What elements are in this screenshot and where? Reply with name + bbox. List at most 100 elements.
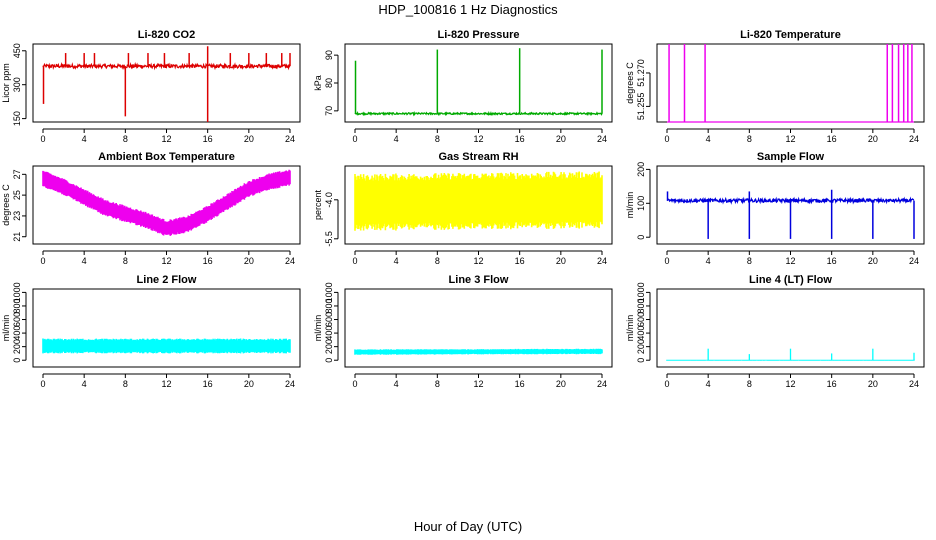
x-tick-label: 8: [123, 256, 128, 266]
x-tick-label: 4: [706, 256, 711, 266]
y-tick-label: 51.270: [636, 59, 646, 87]
x-tick-label: 4: [82, 379, 87, 389]
y-tick-label: 0: [636, 235, 646, 240]
series: [354, 348, 603, 355]
y-tick-label: 0: [636, 358, 646, 363]
x-tick-label: 24: [285, 134, 295, 144]
x-tick-label: 0: [664, 256, 669, 266]
x-tick-label: 12: [473, 134, 483, 144]
y-tick-label: 800: [636, 298, 646, 313]
x-tick-label: 8: [747, 256, 752, 266]
y-tick-label: 400: [324, 326, 334, 341]
x-tick-label: 0: [352, 134, 357, 144]
y-axis-label: ml/min: [313, 315, 323, 342]
x-tick-label: 12: [473, 256, 483, 266]
x-tick-label: 8: [123, 379, 128, 389]
panel-title: Gas Stream RH: [438, 151, 518, 163]
chart-panel: Line 4 (LT) Flow 0 4 8 12 16 20 24 0 200400600800…: [625, 274, 925, 389]
y-tick-label: 200: [324, 339, 334, 354]
x-tick-label: 12: [785, 134, 795, 144]
series-band: [42, 169, 291, 236]
x-tick-label: 8: [123, 134, 128, 144]
x-tick-label: 4: [394, 134, 399, 144]
x-tick-label: 12: [161, 134, 171, 144]
x-tick-label: 12: [785, 256, 795, 266]
series: [666, 189, 915, 239]
y-axis-label: ml/min: [625, 192, 635, 219]
y-tick-label: -4.0: [324, 192, 334, 208]
y-tick-label: 800: [324, 298, 334, 313]
x-tick-label: 16: [515, 256, 525, 266]
plot-frame: [656, 165, 925, 245]
y-tick-label: 90: [324, 50, 334, 60]
y-tick-label: 21: [12, 232, 22, 242]
x-tick-label: 4: [82, 134, 87, 144]
series-line: [42, 61, 291, 71]
series: [667, 44, 914, 123]
x-tick-label: 24: [285, 379, 295, 389]
x-tick-label: 4: [706, 134, 711, 144]
y-tick-label: 23: [12, 211, 22, 221]
y-tick-label: 1000: [324, 282, 334, 302]
x-tick-label: 24: [597, 256, 607, 266]
x-tick-label: 8: [747, 379, 752, 389]
x-tick-label: 16: [827, 134, 837, 144]
x-tick-label: 24: [597, 379, 607, 389]
y-axis-label: kPa: [313, 75, 323, 91]
x-tick-label: 4: [394, 256, 399, 266]
y-tick-label: 450: [12, 43, 22, 58]
x-tick-label: 8: [747, 134, 752, 144]
x-tick-label: 4: [82, 256, 87, 266]
y-tick-label: 300: [12, 77, 22, 92]
y-axis-label: percent: [313, 189, 323, 220]
panel-title: Li-820 Temperature: [740, 29, 841, 41]
panel-title: Line 2 Flow: [137, 274, 197, 286]
plot-frame: [32, 43, 301, 123]
y-tick-label: 400: [636, 326, 646, 341]
x-tick-label: 0: [40, 134, 45, 144]
x-tick-label: 20: [868, 379, 878, 389]
x-tick-label: 0: [352, 256, 357, 266]
y-tick-label: 200: [636, 162, 646, 177]
chart-panel: Ambient Box Temperature 0 4 8 12 16 20 24 21 23 25…: [1, 151, 301, 266]
x-tick-label: 12: [785, 379, 795, 389]
x-tick-label: 20: [556, 256, 566, 266]
chart-panel: Li-820 Pressure 0 4 8 12 16 20 24 70 80 90 kPa: [313, 29, 613, 144]
panel-title: Line 3 Flow: [449, 274, 509, 286]
x-tick-label: 24: [909, 379, 919, 389]
y-tick-label: 100: [636, 196, 646, 211]
x-tick-label: 16: [827, 379, 837, 389]
x-tick-label: 12: [161, 256, 171, 266]
x-tick-label: 0: [664, 134, 669, 144]
y-axis-label: Licor ppm: [1, 63, 11, 103]
x-tick-label: 0: [40, 379, 45, 389]
series: [666, 348, 915, 361]
y-tick-label: 600: [12, 312, 22, 327]
x-tick-label: 0: [664, 379, 669, 389]
plot-frame: [344, 288, 613, 368]
y-axis-label: ml/min: [1, 315, 11, 342]
chart-panel: Sample Flow 0 4 8 12 16 20 24 0 100 200 ml/min: [625, 151, 925, 266]
series-band: [354, 171, 603, 231]
figure-xlabel: Hour of Day (UTC): [414, 519, 522, 534]
x-tick-label: 4: [706, 379, 711, 389]
plot-frame: [32, 288, 301, 368]
series-band: [42, 338, 291, 354]
x-tick-label: 20: [556, 379, 566, 389]
x-tick-label: 8: [435, 379, 440, 389]
y-tick-label: 200: [12, 339, 22, 354]
y-tick-label: 1000: [636, 282, 646, 302]
plot-frame: [344, 43, 613, 123]
y-tick-label: 0: [324, 358, 334, 363]
plot-frame: [32, 165, 301, 245]
x-tick-label: 24: [909, 256, 919, 266]
y-tick-label: 1000: [12, 282, 22, 302]
series: [42, 46, 291, 122]
x-tick-label: 20: [244, 134, 254, 144]
y-tick-label: 27: [12, 169, 22, 179]
